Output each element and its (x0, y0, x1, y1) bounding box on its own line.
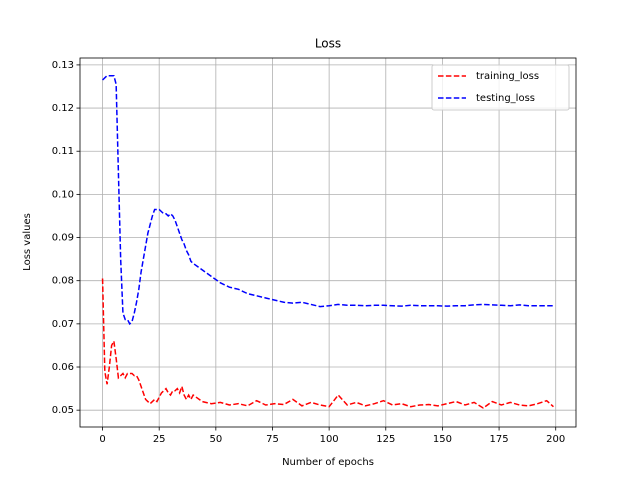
plot-frame (79, 57, 577, 428)
y-tick-label: 0.12 (52, 103, 74, 114)
x-tick-label: 25 (153, 434, 166, 445)
line (102, 74, 554, 326)
x-tick-label: 200 (546, 434, 565, 445)
x-tick-label: 50 (209, 434, 222, 445)
legend-label: training_loss (476, 71, 539, 82)
x-tick-label: 100 (320, 434, 339, 445)
y-tick-label: 0.09 (52, 233, 74, 244)
x-tick-label: 0 (99, 434, 105, 445)
x-tick-label: 125 (376, 434, 395, 445)
line (101, 278, 554, 409)
x-tick-label: 75 (266, 434, 279, 445)
y-tick-label: 0.10 (52, 189, 74, 200)
y-tick-label: 0.08 (52, 276, 74, 287)
y-axis-label: Loss values (22, 213, 33, 271)
y-tick-label: 0.06 (52, 362, 74, 373)
y-tick-label: 0.11 (52, 146, 74, 157)
y-tick-label: 0.13 (52, 60, 74, 71)
x-tick-label: 150 (433, 434, 452, 445)
legend-box (431, 64, 570, 111)
chart-title: Loss (315, 37, 341, 51)
x-axis-label: Number of epochs (282, 457, 374, 468)
y-tick-label: 0.05 (52, 405, 74, 416)
legend-label: testing_loss (476, 93, 535, 104)
x-tick-label: 175 (490, 434, 509, 445)
y-tick-label: 0.07 (52, 319, 74, 330)
